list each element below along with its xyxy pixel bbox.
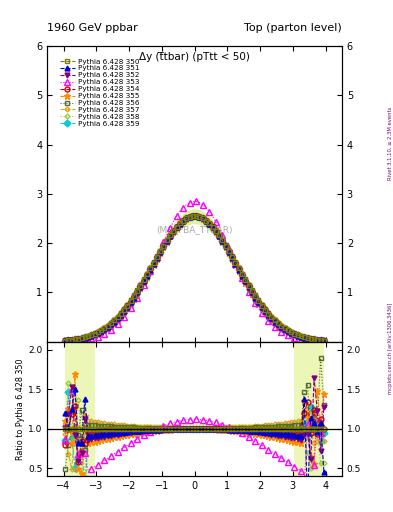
Text: mcplots.cern.ch [arXiv:1306.3436]: mcplots.cern.ch [arXiv:1306.3436]: [388, 303, 393, 394]
Text: Rivet 3.1.10, ≥ 2.3M events: Rivet 3.1.10, ≥ 2.3M events: [388, 106, 393, 180]
Text: (MC_FBA_TTBAR): (MC_FBA_TTBAR): [156, 225, 233, 234]
Legend: Pythia 6.428 350, Pythia 6.428 351, Pythia 6.428 352, Pythia 6.428 353, Pythia 6: Pythia 6.428 350, Pythia 6.428 351, Pyth…: [57, 56, 143, 130]
Text: Δy (t̅tbar) (pTtt < 50): Δy (t̅tbar) (pTtt < 50): [139, 52, 250, 62]
Text: Top (parton level): Top (parton level): [244, 23, 342, 33]
Text: 1960 GeV ppbar: 1960 GeV ppbar: [47, 23, 138, 33]
Y-axis label: Ratio to Pythia 6.428 350: Ratio to Pythia 6.428 350: [16, 358, 25, 460]
